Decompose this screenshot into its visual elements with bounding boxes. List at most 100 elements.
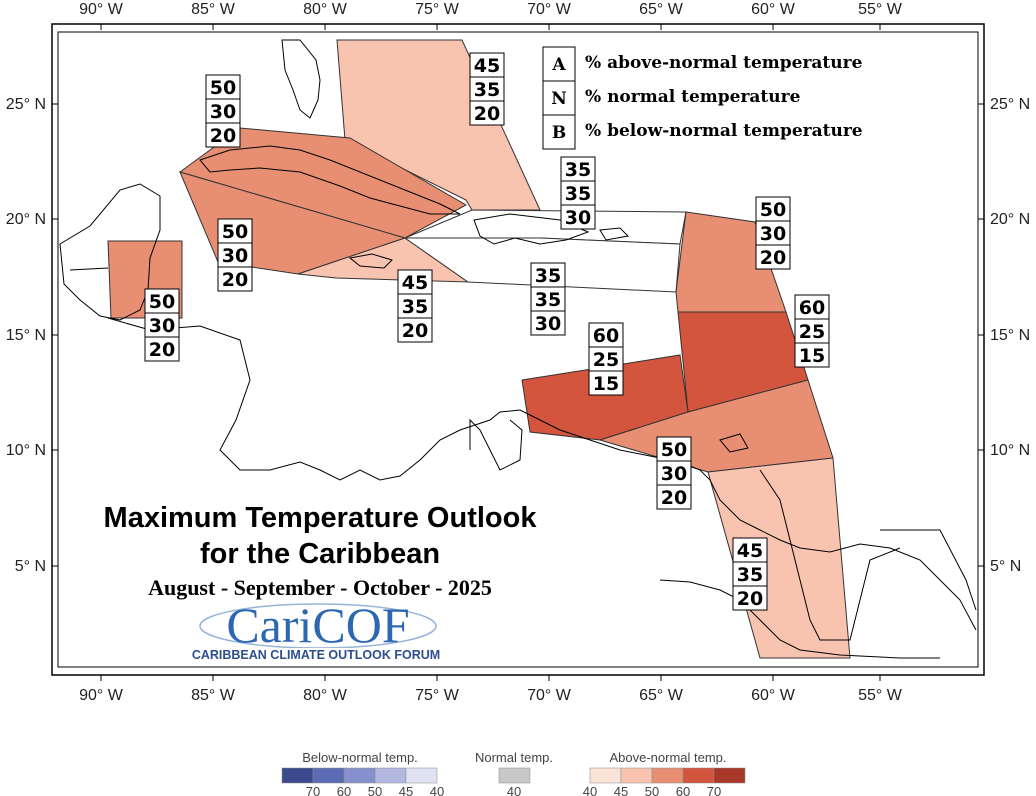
right-lat-label: 15° N xyxy=(990,327,1030,344)
colorbar-above-swatch xyxy=(682,767,715,784)
probability-value: 30 xyxy=(149,315,175,337)
logo-wordmark: CariCOF xyxy=(226,597,409,653)
probability-value: 45 xyxy=(402,272,428,294)
probability-value: 35 xyxy=(535,289,561,311)
colorbar-above-swatch xyxy=(589,767,622,784)
probability-value: 35 xyxy=(565,183,591,205)
probability-value: 30 xyxy=(535,313,561,335)
colorbar-above-swatch xyxy=(620,767,653,784)
probability-value: 20 xyxy=(760,247,786,269)
title-block: Maximum Temperature Outlook for the Cari… xyxy=(104,502,538,600)
caricof-logo: CariCOF CARIBBEAN CLIMATE OUTLOOK FORUM xyxy=(192,597,440,662)
right-lat-label: 10° N xyxy=(990,442,1030,459)
probability-value: 60 xyxy=(799,297,825,319)
inner-frame xyxy=(57,31,979,668)
top-lon-label: 75° W xyxy=(415,1,460,18)
left-lat-label: 15° N xyxy=(6,327,46,344)
probability-value: 20 xyxy=(149,339,175,361)
colorbar-below-swatch xyxy=(312,767,345,784)
colorbar-normal-swatch xyxy=(498,767,531,784)
colorbar-below-tick: 60 xyxy=(337,784,351,796)
legend-key-letter: N xyxy=(551,89,567,109)
probability-value: 35 xyxy=(565,159,591,181)
probability-value: 20 xyxy=(661,487,687,509)
probability-value: 20 xyxy=(474,103,500,125)
probability-boxes: 4535205030205030205030204535203535303535… xyxy=(144,52,830,611)
legend-key-description: % above-normal temperature xyxy=(585,53,863,73)
bottom-lon-label: 70° W xyxy=(527,687,572,704)
colorbar-above-tick: 70 xyxy=(707,784,721,796)
probability-value: 15 xyxy=(593,373,619,395)
probability-value: 35 xyxy=(402,296,428,318)
probability-value: 30 xyxy=(222,245,248,267)
colorbar-below-tick: 45 xyxy=(399,784,413,796)
probability-value: 35 xyxy=(737,564,763,586)
probability-value: 20 xyxy=(737,588,763,610)
top-lon-label: 90° W xyxy=(79,1,124,18)
bottom-lon-label: 60° W xyxy=(751,687,796,704)
bottom-lon-label: 55° W xyxy=(858,687,903,704)
colorbar-above-tick: 50 xyxy=(645,784,659,796)
coastlines xyxy=(59,39,977,659)
colorbar-below-title: Below-normal temp. xyxy=(302,750,418,765)
colorbar-above-swatch xyxy=(713,767,746,784)
legend-key-description: % normal temperature xyxy=(585,87,801,107)
probability-value: 20 xyxy=(402,320,428,342)
probability-value: 15 xyxy=(799,345,825,367)
bottom-lon-label: 90° W xyxy=(79,687,124,704)
probability-value: 30 xyxy=(661,463,687,485)
bottom-lon-label: 85° W xyxy=(191,687,236,704)
colorbar-above-tick: 45 xyxy=(614,784,628,796)
colorbar-below-swatch xyxy=(374,767,407,784)
left-lat-label: 5° N xyxy=(15,558,46,575)
colorbar-above-tick: 40 xyxy=(583,784,597,796)
colorbar-normal-title: Normal temp. xyxy=(475,750,553,765)
probability-value: 50 xyxy=(760,199,786,221)
top-lon-label: 65° W xyxy=(639,1,684,18)
colorbar-below-swatch xyxy=(405,767,438,784)
left-lat-label: 20° N xyxy=(6,211,46,228)
colorbar-below-swatch xyxy=(343,767,376,784)
colorbar-below-tick: 40 xyxy=(430,784,444,796)
legend-key-letter: A xyxy=(551,55,566,75)
colorbar-above-tick: 60 xyxy=(676,784,690,796)
legend-key-letter: B xyxy=(552,123,566,143)
top-lon-label: 60° W xyxy=(751,1,796,18)
colorbar-below-tick: 50 xyxy=(368,784,382,796)
colorbar-normal-tick: 40 xyxy=(507,784,521,796)
probability-value: 50 xyxy=(661,439,687,461)
map-title-line1: Maximum Temperature Outlook xyxy=(104,502,538,534)
probability-value: 45 xyxy=(737,540,763,562)
right-lat-label: 25° N xyxy=(990,96,1030,113)
probability-value: 45 xyxy=(474,55,500,77)
probability-value: 30 xyxy=(565,207,591,229)
top-lon-label: 55° W xyxy=(858,1,903,18)
left-lat-label: 25° N xyxy=(6,96,46,113)
probability-value: 50 xyxy=(149,291,175,313)
probability-value: 20 xyxy=(222,269,248,291)
probability-value: 50 xyxy=(210,77,236,99)
legend-key: A % above-normal temperature N % normal tem… xyxy=(542,46,863,150)
probability-value: 20 xyxy=(210,125,236,147)
colorbar-below-swatch xyxy=(281,767,314,784)
right-lat-label: 20° N xyxy=(990,211,1030,228)
probability-value: 35 xyxy=(474,79,500,101)
legend-key-description: % below-normal temperature xyxy=(585,121,863,141)
legend-key-box xyxy=(542,114,576,150)
probability-value: 25 xyxy=(593,349,619,371)
right-lat-label: 5° N xyxy=(990,558,1021,575)
probability-value: 60 xyxy=(593,325,619,347)
probability-value: 30 xyxy=(760,223,786,245)
bottom-lon-label: 80° W xyxy=(303,687,348,704)
